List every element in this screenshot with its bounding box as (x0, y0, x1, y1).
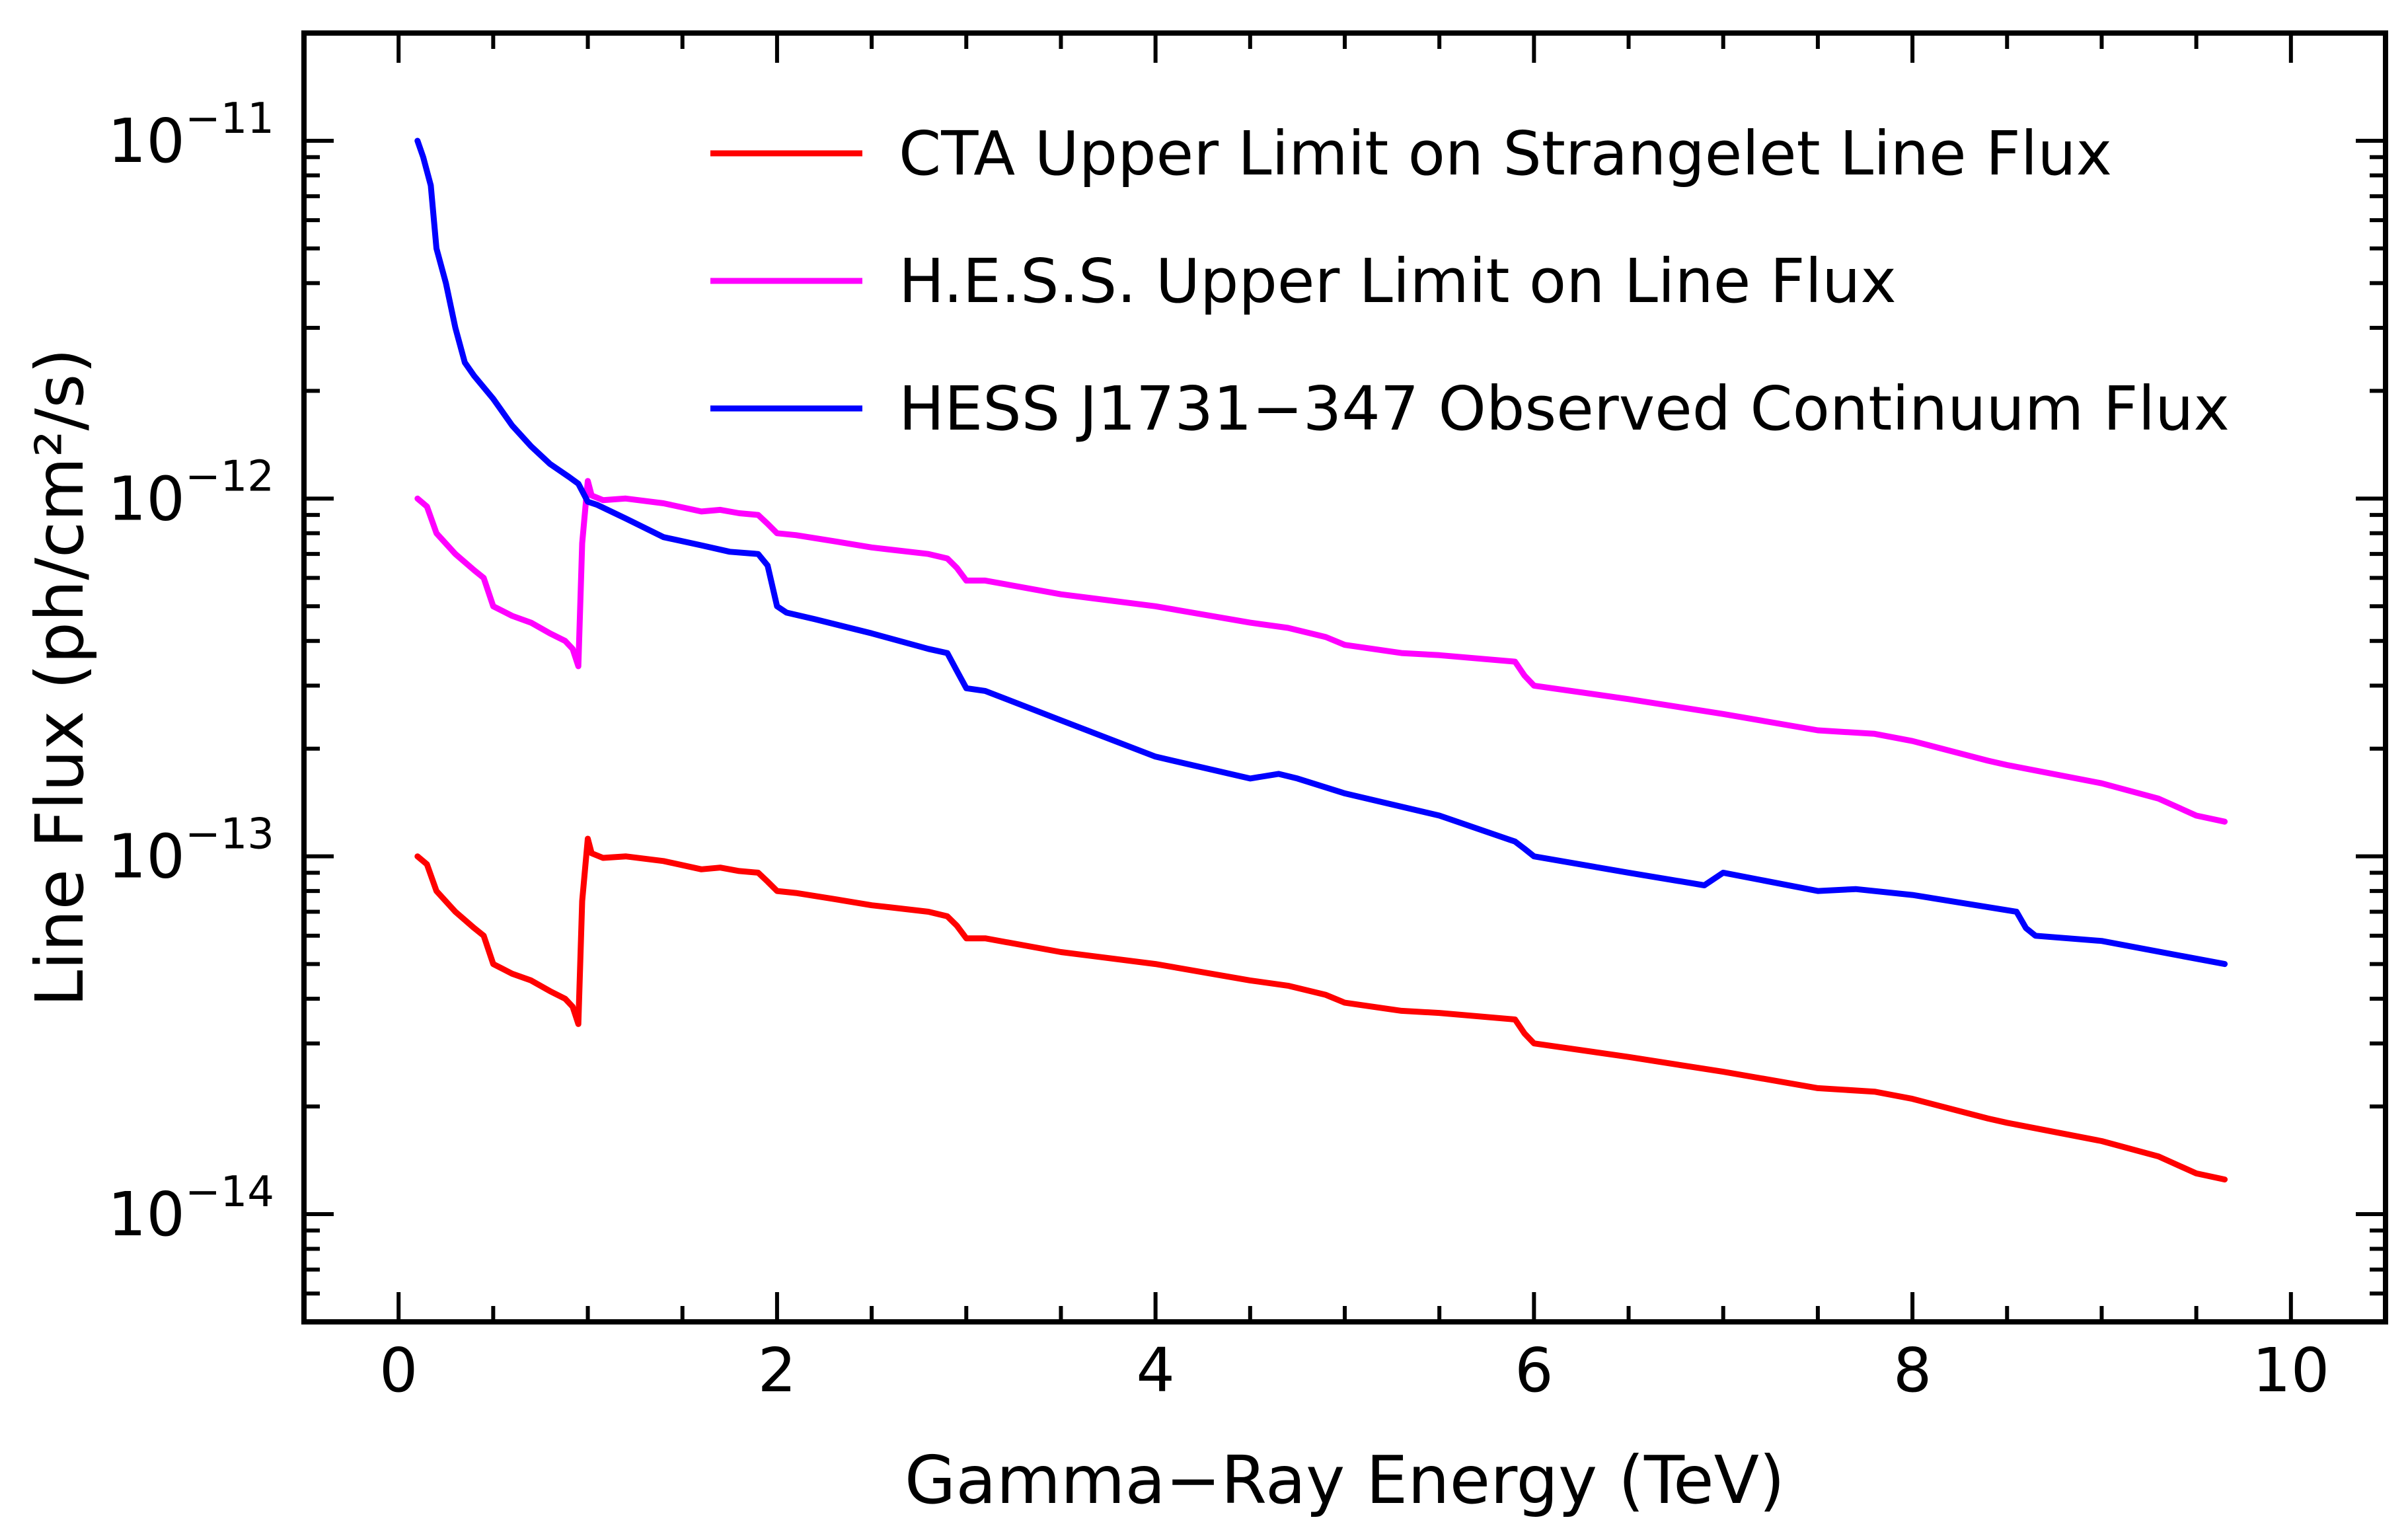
x-tick-label: 8 (1893, 1335, 1932, 1406)
series-line-3 (414, 137, 2228, 968)
series-line-1 (414, 835, 2228, 1183)
x-tick-label: 4 (1136, 1335, 1175, 1406)
y-tick-label: 10−14 (108, 1168, 274, 1250)
y-tick-label: 10−11 (108, 95, 274, 176)
y-tick-label: 10−13 (108, 810, 274, 892)
series-line-2 (414, 478, 2228, 825)
series-layer (414, 137, 2228, 1183)
legend-label: H.E.S.S. Upper Limit on Line Flux (899, 246, 1897, 317)
legend-label: HESS J1731−347 Observed Continuum Flux (899, 373, 2230, 444)
y-axis-title: Line Flux (ph/cm²/s) (21, 348, 98, 1007)
legend-label: CTA Upper Limit on Strangelet Line Flux (899, 118, 2112, 189)
tick-labels: 0 2 4 6 8 10 10−11 10−12 10−13 10−14 (108, 95, 2329, 1406)
plot-frame (301, 30, 2388, 1325)
legend: CTA Upper Limit on Strangelet Line Flux H… (710, 118, 2230, 444)
x-tick-label: 10 (2252, 1335, 2329, 1406)
x-tick-label: 2 (758, 1335, 797, 1406)
x-axis-title: Gamma−Ray Energy (TeV) (905, 1441, 1785, 1519)
y-tick-label: 10−12 (108, 452, 274, 534)
x-tick-label: 0 (379, 1335, 418, 1406)
x-tick-label: 6 (1515, 1335, 1554, 1406)
